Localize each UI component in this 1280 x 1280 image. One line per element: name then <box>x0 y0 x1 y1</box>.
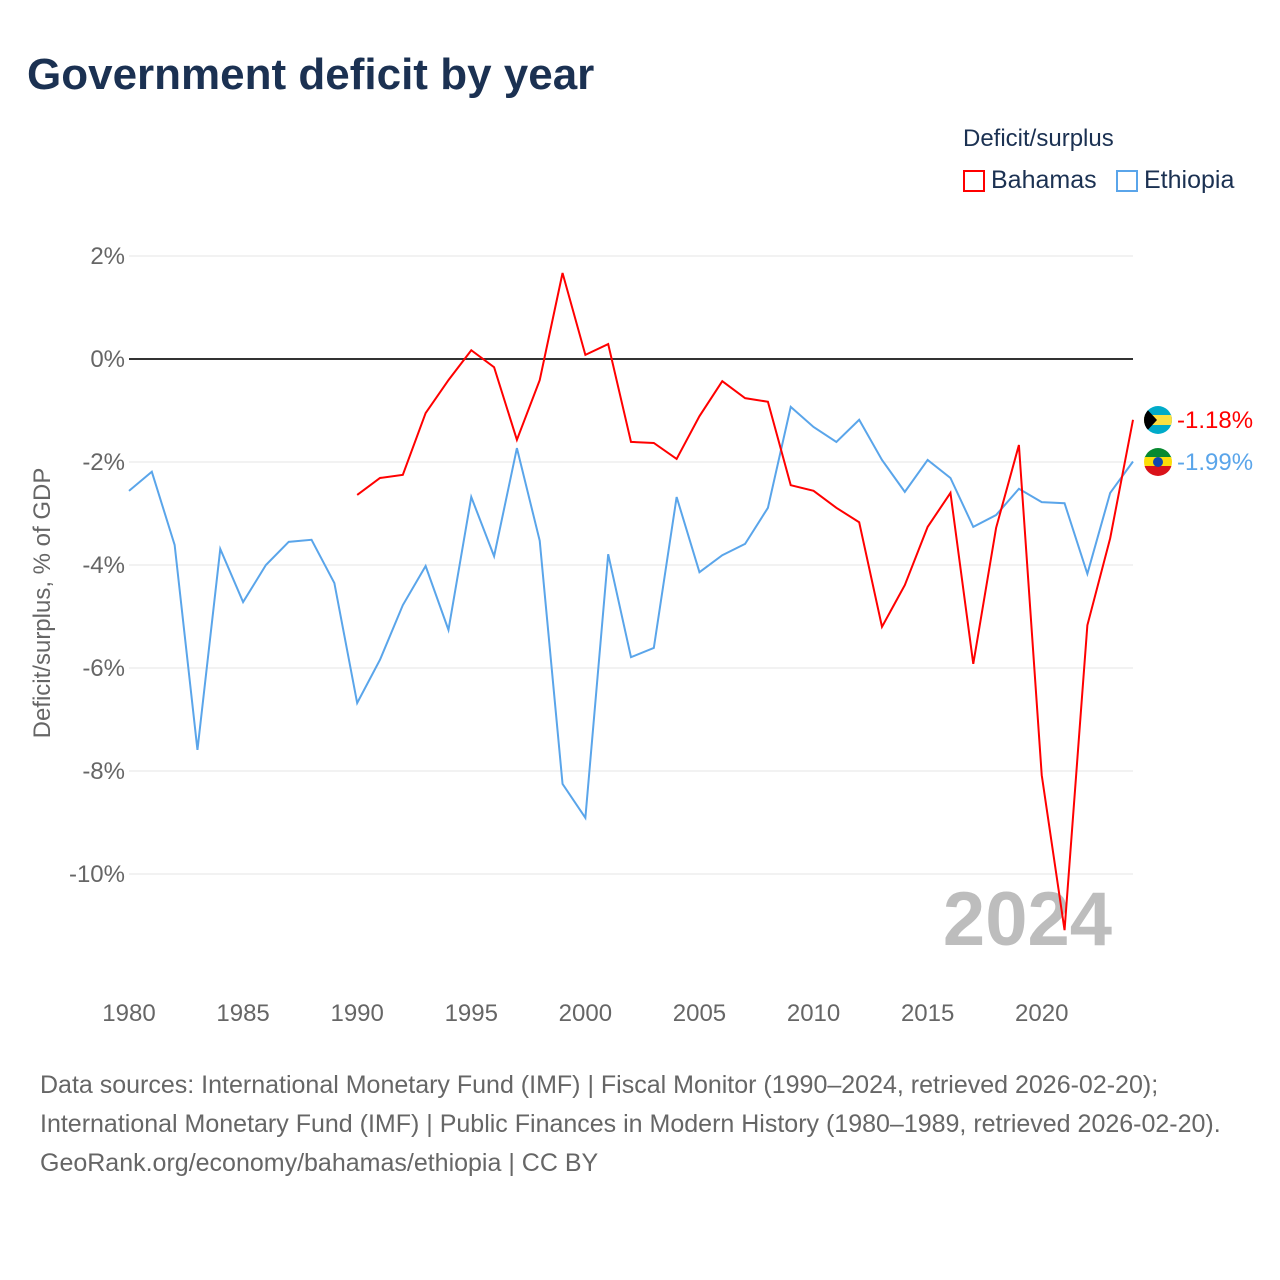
bahamas-flag-icon <box>1144 406 1172 434</box>
x-tick-label: 1990 <box>330 1000 383 1027</box>
x-tick-label: 2010 <box>787 1000 840 1027</box>
x-tick-label: 2000 <box>559 1000 612 1027</box>
legend-label-bahamas: Bahamas <box>991 166 1097 194</box>
y-tick-label: -8% <box>82 758 125 785</box>
y-tick-label: -10% <box>69 861 125 888</box>
y-tick-label: -4% <box>82 552 125 579</box>
series-line-bahamas[interactable] <box>356 272 1134 931</box>
y-tick-label: -6% <box>82 655 125 682</box>
x-tick-label: 1985 <box>216 1000 269 1027</box>
ethiopia-flag-icon <box>1144 448 1172 476</box>
legend-swatch-bahamas <box>963 169 985 192</box>
x-tick-label: 2005 <box>673 1000 726 1027</box>
x-tick-label: 1995 <box>445 1000 498 1027</box>
chart-title: Government deficit by year <box>27 50 595 99</box>
ethiopia-end-label: -1.99% <box>1177 449 1253 476</box>
data-sources: Data sources: International Monetary Fun… <box>40 1071 1221 1138</box>
y-tick-label: -2% <box>82 449 125 476</box>
legend-label-ethiopia: Ethiopia <box>1144 166 1235 194</box>
y-tick-label: 2% <box>90 243 125 270</box>
credit-link[interactable]: GeoRank.org/economy/bahamas/ethiopia | C… <box>40 1149 599 1177</box>
footer: Data sources: International Monetary Fun… <box>40 1066 1240 1183</box>
x-tick-label: 2015 <box>901 1000 954 1027</box>
legend-item-bahamas[interactable]: Bahamas <box>963 166 1097 195</box>
bahamas-end-label: -1.18% <box>1177 407 1253 434</box>
x-tick-label: 1980 <box>102 1000 155 1027</box>
legend-item-ethiopia[interactable]: Ethiopia <box>1116 166 1234 195</box>
y-axis-label: Deficit/surplus, % of GDP <box>29 468 56 739</box>
y-tick-label: 0% <box>90 346 125 373</box>
x-tick-label: 2020 <box>1015 1000 1068 1027</box>
legend-swatch-ethiopia <box>1116 169 1138 192</box>
year-watermark: 2024 <box>943 877 1112 962</box>
legend-title: Deficit/surplus <box>963 125 1114 152</box>
